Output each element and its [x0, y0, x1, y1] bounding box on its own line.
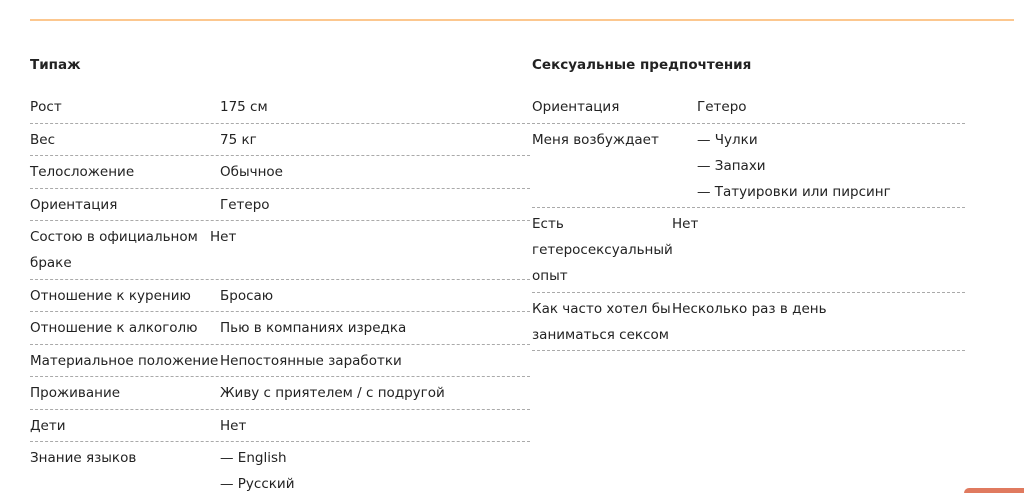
row-label: Дети	[30, 417, 66, 434]
profile-row: Ориентация Гетеро	[30, 189, 530, 221]
profile-row: Отношение к курению Бросаю	[30, 280, 530, 312]
row-value: 75 кг	[220, 127, 257, 153]
value-item: Несколько раз в день	[672, 300, 827, 317]
row-label: Вес	[30, 131, 55, 148]
section-title: Типаж	[30, 57, 81, 73]
sexual-preferences-section: Сексуальные предпочтения Ориентация Гетер…	[532, 56, 965, 351]
row-value: Гетеро	[220, 192, 270, 218]
value-item: 175 см	[220, 99, 268, 115]
row-label: Меня возбуждает	[532, 131, 659, 148]
row-value: Несколько раз в день	[672, 296, 827, 348]
value-item: Нет	[210, 229, 237, 245]
row-label: Проживание	[30, 385, 121, 401]
floating-widget-edge[interactable]	[964, 488, 1024, 493]
value-item: Пью в компаниях изредка	[220, 320, 407, 336]
row-value: Пью в компаниях изредка	[220, 315, 406, 341]
row-label: Есть гетеросексуальный опыт	[532, 216, 673, 284]
profile-row: Знание языков — English — Русский	[30, 442, 530, 500]
value-item: Живу с приятелем / с подругой	[220, 385, 445, 401]
value-item: Гетеро	[697, 99, 747, 115]
row-value: Непостоянные заработки	[220, 348, 402, 374]
profile-row: Телосложение Обычное	[30, 156, 530, 189]
value-item: Нет	[672, 216, 699, 232]
section-title: Сексуальные предпочтения	[532, 57, 752, 73]
profile-row: Вес 75 кг	[30, 124, 530, 156]
value-item: Обычное	[220, 164, 283, 180]
row-label: Рост	[30, 99, 62, 115]
row-value: Нет	[220, 413, 246, 439]
row-value: — Чулки — Запахи — Татуировки или пирсинг	[697, 127, 891, 205]
row-label: Телосложение	[30, 164, 135, 180]
row-value: Бросаю	[220, 283, 273, 309]
value-item: Гетеро	[220, 196, 270, 213]
row-value: Обычное	[220, 159, 283, 185]
appearance-section: Типаж Рост 175 см Вес 75 кг Телосложение Обыч…	[30, 56, 530, 500]
profile-row: Как часто хотел бы заниматься сексом Неск…	[532, 293, 965, 351]
profile-row: Рост 175 см	[30, 91, 530, 124]
value-item: — Чулки	[697, 131, 758, 148]
profile-row: Дети Нет	[30, 410, 530, 442]
profile-row: Состою в официальном браке Нет	[30, 221, 530, 280]
row-label: Ориентация	[532, 99, 620, 115]
profile-row: Отношение к алкоголю Пью в компаниях изре…	[30, 312, 530, 345]
profile-row: Меня возбуждает — Чулки — Запахи — Татуиров…	[532, 124, 965, 208]
row-value: Нет	[210, 224, 236, 276]
row-value: — English — Русский	[220, 445, 294, 497]
value-item: — English	[220, 450, 287, 466]
value-item: — Запахи	[697, 157, 766, 174]
value-item: — Татуировки или пирсинг	[697, 183, 891, 200]
value-item: 75 кг	[220, 131, 257, 148]
row-label: Материальное положение	[30, 352, 219, 369]
row-value: Живу с приятелем / с подругой	[220, 380, 445, 406]
row-label: Состою в официальном браке	[30, 229, 198, 271]
profile-row: Ориентация Гетеро	[532, 91, 965, 124]
profile-row: Есть гетеросексуальный опыт Нет	[532, 208, 965, 293]
accent-divider	[30, 19, 1014, 21]
row-value: Гетеро	[697, 94, 747, 120]
profile-row: Материальное положение Непостоянные зараб…	[30, 345, 530, 377]
row-label: Знание языков	[30, 450, 137, 466]
row-label: Ориентация	[30, 196, 118, 213]
row-value: 175 см	[220, 94, 268, 120]
profile-row: Проживание Живу с приятелем / с подругой	[30, 377, 530, 410]
row-value: Нет	[672, 211, 698, 289]
value-item: — Русский	[220, 476, 295, 492]
value-item: Нет	[220, 417, 247, 434]
row-label: Отношение к курению	[30, 287, 191, 304]
row-label: Как часто хотел бы заниматься сексом	[532, 300, 671, 343]
value-item: Непостоянные заработки	[220, 352, 402, 369]
row-label: Отношение к алкоголю	[30, 320, 198, 336]
value-item: Бросаю	[220, 287, 274, 304]
